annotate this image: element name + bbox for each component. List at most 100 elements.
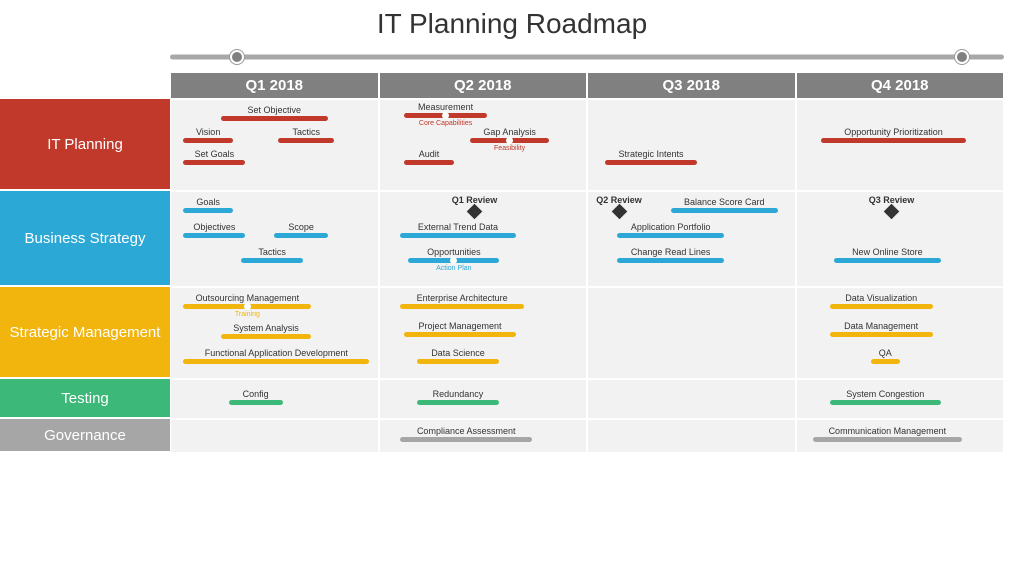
task-item: Enterprise Architecture: [400, 293, 524, 309]
task-item: QA: [871, 348, 900, 364]
task-bar: [183, 208, 233, 213]
timeline-slider[interactable]: [170, 46, 1004, 68]
task-bar: [617, 258, 724, 263]
task-label: Compliance Assessment: [417, 426, 516, 436]
milestone: Q3 Review: [869, 195, 915, 217]
diamond-icon: [884, 204, 900, 220]
cell-business-strategy-q3: Q2 Review Balance Score Card Application P…: [587, 191, 796, 287]
task-item: Data Management: [830, 321, 933, 337]
task-dot-icon: [442, 112, 449, 119]
task-bar: [400, 304, 524, 309]
task-bar: [834, 258, 941, 263]
task-label: System Analysis: [233, 323, 299, 333]
task-item: External Trend Data: [400, 222, 516, 238]
task-label: QA: [879, 348, 892, 358]
timeline-handle-left[interactable]: [230, 50, 244, 64]
task-label: Strategic Intents: [618, 149, 683, 159]
task-item: Tactics: [241, 247, 303, 263]
task-item: Tactics: [278, 127, 334, 143]
task-label: Opportunity Prioritization: [844, 127, 943, 137]
task-item: Project Management: [404, 321, 516, 337]
cell-business-strategy-q4: Q3 ReviewNew Online Store: [796, 191, 1005, 287]
cell-governance-q4: Communication Management: [796, 419, 1005, 453]
cell-strategic-management-q2: Enterprise Architecture Project Managemen…: [379, 287, 588, 379]
column-header-q3: Q3 2018: [587, 72, 796, 99]
task-label: System Congestion: [846, 389, 924, 399]
cell-business-strategy-q2: Q1 ReviewExternal Trend DataOpportunitie…: [379, 191, 588, 287]
task-bar: [183, 233, 245, 238]
task-bar: [241, 258, 303, 263]
task-label: Tactics: [292, 127, 320, 137]
task-item: Vision: [183, 127, 233, 143]
task-item: Opportunity Prioritization: [821, 127, 966, 143]
task-label: Enterprise Architecture: [417, 293, 508, 303]
cell-testing-q3: [587, 379, 796, 419]
task-subtext: Core Capabilities: [419, 120, 472, 128]
task-item: Balance Score Card: [671, 197, 778, 213]
swimlane-label-business-strategy: Business Strategy: [0, 191, 170, 287]
task-item: Data Science: [417, 348, 500, 364]
task-label: Measurement: [418, 102, 473, 112]
swimlane-label-governance: Governance: [0, 419, 170, 453]
task-label: Data Science: [431, 348, 485, 358]
task-item: Gap AnalysisFeasibility: [470, 127, 548, 153]
task-label: Data Management: [844, 321, 918, 331]
task-item: Application Portfolio: [617, 222, 724, 238]
cell-governance-q1: [170, 419, 379, 453]
page-title: IT Planning Roadmap: [0, 0, 1024, 46]
task-subtext: Feasibility: [494, 145, 525, 153]
task-label: Data Visualization: [845, 293, 917, 303]
task-bar: [605, 160, 698, 165]
task-item: Strategic Intents: [605, 149, 698, 165]
task-item: Set Goals: [183, 149, 245, 165]
timeline-handle-right[interactable]: [955, 50, 969, 64]
task-item: Scope: [274, 222, 328, 238]
task-bar: [278, 138, 334, 143]
task-item: Config: [229, 389, 283, 405]
cell-business-strategy-q1: Goals Objectives Scope Tactics: [170, 191, 379, 287]
cell-testing-q2: Redundancy: [379, 379, 588, 419]
task-bar: [830, 400, 942, 405]
task-bar: [821, 138, 966, 143]
timeline-track: [170, 55, 1004, 60]
task-item: Audit: [404, 149, 454, 165]
task-label: Config: [243, 389, 269, 399]
milestone: Q2 Review: [596, 195, 642, 217]
task-label: Application Portfolio: [631, 222, 711, 232]
task-item: System Analysis: [221, 323, 312, 339]
task-subtext: Action Plan: [436, 265, 471, 273]
task-bar: [400, 437, 532, 442]
task-label: Set Objective: [247, 105, 301, 115]
task-label: Scope: [288, 222, 314, 232]
cell-strategic-management-q1: Outsourcing Management Training System Ana…: [170, 287, 379, 379]
task-dot-icon: [506, 137, 513, 144]
task-item: Communication Management: [813, 426, 962, 442]
task-bar: [417, 400, 500, 405]
diamond-icon: [611, 204, 627, 220]
cell-testing-q4: System Congestion: [796, 379, 1005, 419]
task-item: Objectives: [183, 222, 245, 238]
header-blank: [0, 72, 170, 99]
task-bar: [813, 437, 962, 442]
task-bar: [671, 208, 778, 213]
task-bar: [404, 332, 516, 337]
task-label: Project Management: [418, 321, 501, 331]
task-bar: [400, 233, 516, 238]
task-label: Vision: [196, 127, 220, 137]
task-label: Outsourcing Management: [196, 293, 300, 303]
cell-it-planning-q4: Opportunity Prioritization: [796, 99, 1005, 191]
task-item: Change Read Lines: [617, 247, 724, 263]
task-item: System Congestion: [830, 389, 942, 405]
task-label: Balance Score Card: [684, 197, 765, 207]
task-bar: [221, 116, 328, 121]
task-subtext: Training: [235, 311, 260, 319]
task-bar: [183, 160, 245, 165]
task-dot-icon: [450, 257, 457, 264]
task-item: Data Visualization: [830, 293, 933, 309]
task-label: Change Read Lines: [631, 247, 711, 257]
task-item: Goals: [183, 197, 233, 213]
task-label: Goals: [196, 197, 220, 207]
task-label: Set Goals: [195, 149, 235, 159]
task-item: Set Objective: [221, 105, 328, 121]
cell-strategic-management-q3: [587, 287, 796, 379]
